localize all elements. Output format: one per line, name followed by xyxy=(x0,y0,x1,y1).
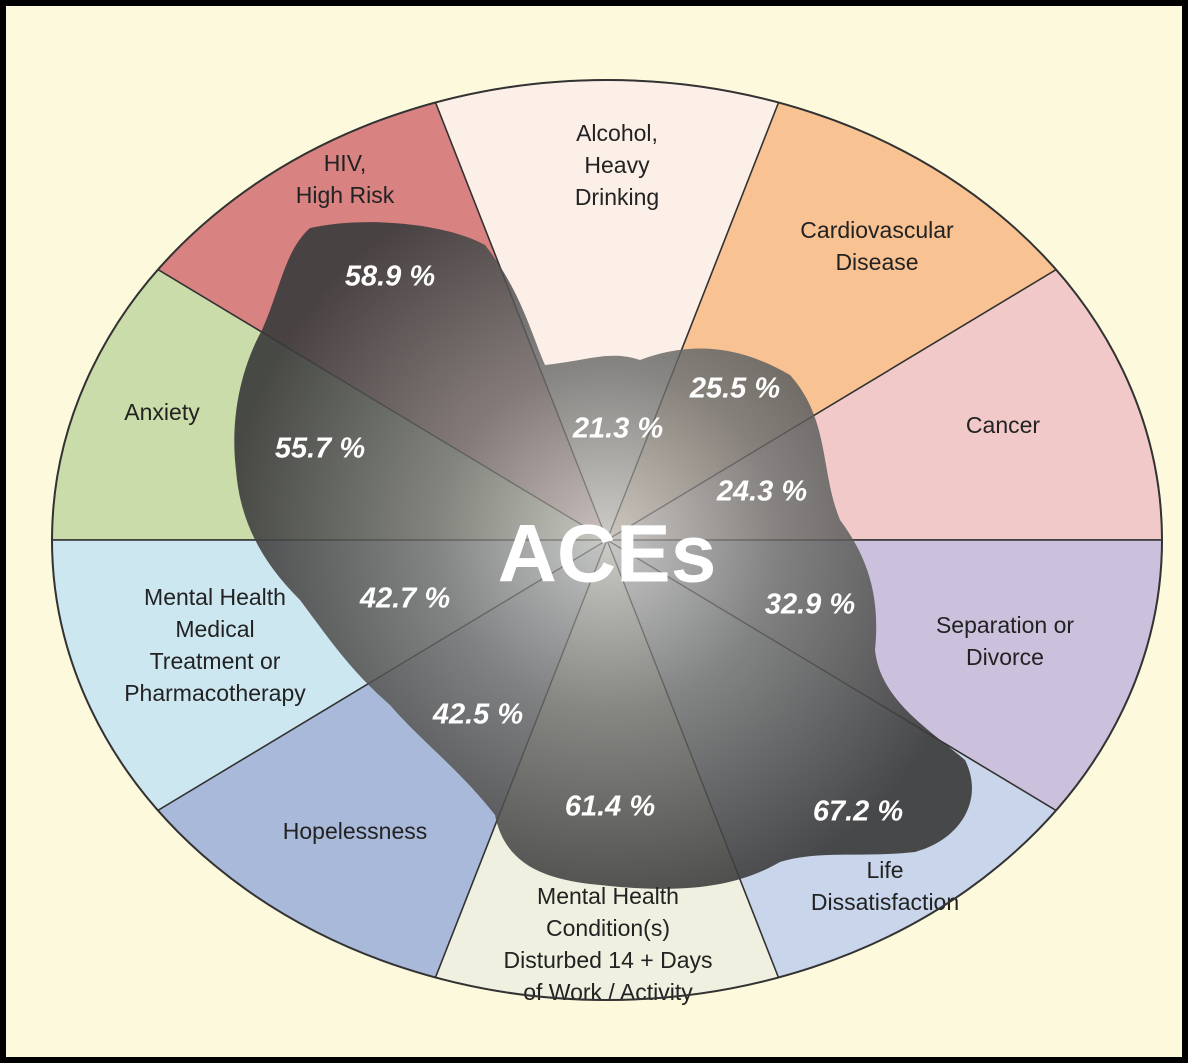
sector-value: 24.3 % xyxy=(716,476,807,508)
sector-value: 42.5 % xyxy=(432,699,523,731)
sector-label: HIV, xyxy=(324,150,367,176)
sector-value: 61.4 % xyxy=(565,791,655,823)
divider xyxy=(434,539,608,978)
sector-label: Disturbed 14 + Days xyxy=(503,947,712,973)
sector-value: 32.9 % xyxy=(765,589,855,621)
divider xyxy=(606,269,1057,541)
outline xyxy=(51,79,1163,1001)
sector-value: 42.7 % xyxy=(359,583,450,615)
sector-label: Cardiovascular xyxy=(800,217,954,243)
sector-label: of Work / Activity xyxy=(523,979,693,1005)
labels: Cancer 24.3 % Cardiovascular Disease 25.5 % A… xyxy=(124,120,1074,1005)
sector-label: Pharmacotherapy xyxy=(124,680,306,706)
divider xyxy=(606,102,780,541)
sector-label: High Risk xyxy=(296,182,395,208)
sector-label: Treatment or xyxy=(150,648,281,674)
sector-label: Disease xyxy=(835,249,918,275)
sector-value: 25.5 % xyxy=(689,373,780,405)
sector-value: 21.3 % xyxy=(572,413,663,445)
sector-label: Anxiety xyxy=(124,399,200,425)
divider xyxy=(606,539,1057,811)
blob xyxy=(234,222,972,889)
sector-label: Heavy xyxy=(584,152,650,178)
sector-value: 58.9 % xyxy=(345,261,435,293)
sector-label: Drinking xyxy=(575,184,659,210)
sector-label: Mental Health xyxy=(537,883,679,909)
divider xyxy=(434,102,608,541)
sector-label: Separation or xyxy=(936,612,1074,638)
sector-label: Hopelessness xyxy=(283,818,427,844)
divider xyxy=(606,539,780,978)
sector-label: Alcohol, xyxy=(576,120,658,146)
center-title: ACEs xyxy=(498,509,717,600)
sector-label: Cancer xyxy=(966,412,1040,438)
sector-label: Life xyxy=(866,857,903,883)
divider xyxy=(157,269,608,541)
sector-label: Divorce xyxy=(966,644,1044,670)
sector-value: 67.2 % xyxy=(813,796,903,828)
sector-value: 55.7 % xyxy=(275,433,365,465)
dividers xyxy=(52,102,1162,978)
sector-label: Mental Health xyxy=(144,584,286,610)
divider xyxy=(157,539,608,811)
sector-label: Condition(s) xyxy=(546,915,670,941)
sector-label: Medical xyxy=(175,616,254,642)
